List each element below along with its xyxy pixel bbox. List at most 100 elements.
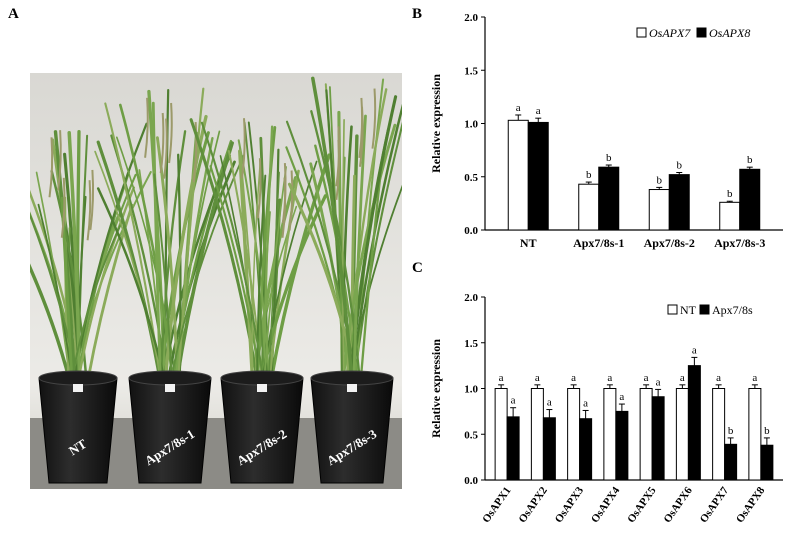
rice-leaf [30,263,74,390]
x-tick-label: OsAPX7 [698,484,732,525]
rice-leaf [153,173,173,389]
bar [615,410,629,481]
rice-leaf [176,87,205,390]
rice-panicle [60,177,66,238]
significance-letter: a [547,397,552,409]
bar [712,388,726,481]
plant-pots [38,370,394,484]
axes: 0.0 0.5 1.0 1.5 2.0 Relative expression NT Apx7… [429,12,783,250]
rice-leaf [262,166,287,389]
bar [530,388,544,481]
pot-tag [347,384,357,392]
plant-pot [38,377,118,484]
y-axis-label: Relative expression [429,74,443,173]
legend-label: OsAPX8 [709,26,750,40]
legend: NT Apx7/8s [667,303,753,317]
bar [578,183,600,231]
rice-leaf [151,101,163,390]
significance-letter: a [752,372,757,384]
significance-letter: a [571,372,576,384]
rice-panicle [89,169,95,231]
significance-letter: a [583,397,588,409]
pot-rim [128,370,212,386]
significance-letter: a [619,391,624,403]
plant-pot [220,377,304,484]
significance-letter: a [535,372,540,384]
rice-leaf [75,186,135,390]
y-tick-label: 0.0 [464,475,478,487]
legend-label: NT [680,303,697,317]
panel-letter-b: B [412,6,423,22]
x-tick-label: OsAPX5 [625,484,659,525]
rice-leaf [96,140,164,390]
significance-letter: b [764,425,770,437]
bar [760,444,774,481]
rice-leaf [340,123,397,390]
rice-panicle [144,97,149,158]
rice-panicle [168,102,173,164]
rice-plants-photo: NT Apx7/8s-1 Apx7/8s-2 Apx7/8s-3 [30,73,402,489]
rice-leaf [261,125,274,390]
rice-leaf [50,169,89,390]
rice-leaf [159,130,187,390]
rice-leaf [311,76,355,390]
bar [579,418,593,481]
legend-swatch [667,304,678,315]
bar [639,388,653,481]
x-tick-label: Apx7/8s-3 [714,236,765,250]
rice-leaf [255,174,267,389]
bar [507,119,529,231]
significance-letter: a [607,372,612,384]
x-tick-label: NT [520,236,537,250]
bar [739,168,761,231]
y-tick-label: 1.0 [464,119,478,131]
significance-letter: a [692,344,697,356]
rice-leaf [69,220,123,389]
rice-leaf [147,89,168,390]
y-tick-label: 1.0 [464,384,478,396]
rice-panicle [335,126,341,187]
significance-letter: b [586,169,592,181]
y-tick-label: 1.5 [464,338,478,350]
x-tick-label: Apx7/8s-1 [573,236,624,250]
significance-letter: b [728,425,734,437]
bar [675,388,689,481]
rice-panicle [371,88,377,149]
rice-leaf [267,171,280,389]
bar [687,365,701,481]
significance-letter: a [644,372,649,384]
significance-letter: a [716,372,721,384]
significance-letter: a [656,376,661,388]
x-tick-label: OsAPX8 [734,484,768,525]
significance-letter: b [677,159,683,171]
legend-label: OsAPX7 [649,26,691,40]
significance-letter: a [536,105,541,117]
plant-pot [128,377,212,484]
pot-tag [165,384,175,392]
bar [598,166,620,231]
bar [648,189,670,231]
rice-leaf [67,131,82,390]
bar [748,388,762,481]
significance-letter: a [516,102,521,114]
rice-panicle [57,130,62,191]
x-tick-label: OsAPX2 [517,484,551,525]
bar [724,443,738,481]
rice-leaf [341,118,345,389]
rice-leaf [352,114,367,390]
rice-panicle [288,170,294,231]
chart-c-relative-expression: 0.0 0.5 1.0 1.5 2.0 Relative expression OsAPX1… [429,292,783,525]
chart-b-relative-expression: 0.0 0.5 1.0 1.5 2.0 Relative expression NT Apx7… [429,12,783,250]
rice-leaf [251,162,261,389]
rice-leaf [163,114,208,390]
x-tick-label: OsAPX3 [553,484,587,525]
significance-letter: a [511,395,516,407]
y-tick-label: 0.5 [464,172,478,184]
rice-leaf [237,139,271,389]
plant-pot [310,377,394,484]
rice-leaf [268,153,331,390]
bar [494,388,508,481]
rice-leaf [30,212,81,390]
significance-letter: b [747,154,753,166]
